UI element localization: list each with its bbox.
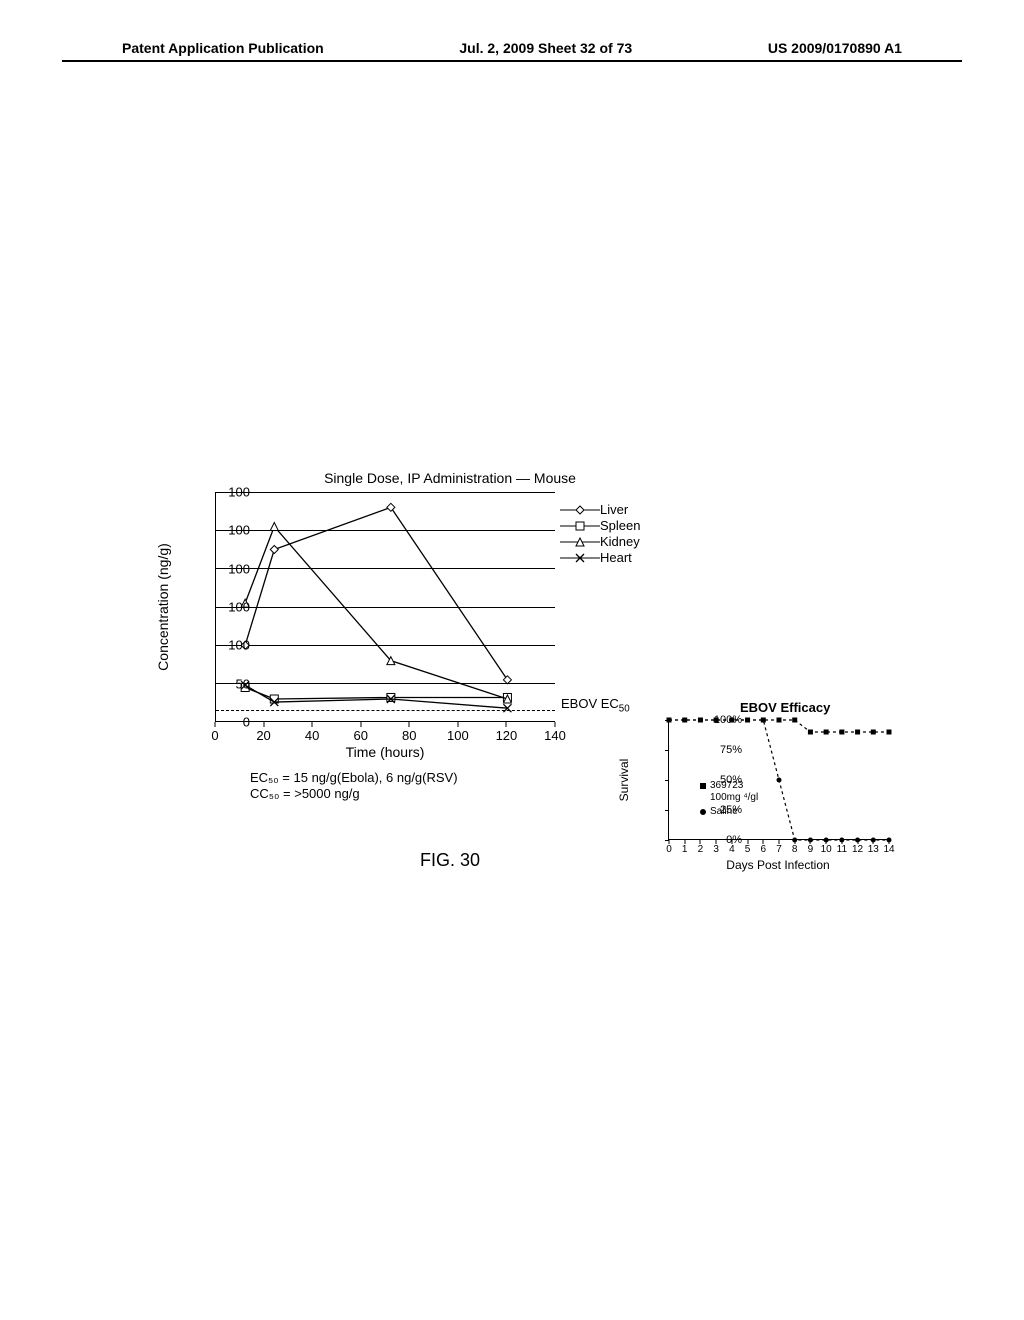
cc50-note: CC₅₀ = >5000 ng/g (250, 786, 360, 801)
main-xlabel: Time (hours) (346, 744, 425, 760)
main-xtick: 40 (305, 728, 319, 743)
square-filled-icon (700, 783, 706, 789)
circle-filled-icon (700, 809, 706, 815)
main-xtick: 0 (211, 728, 218, 743)
x-icon (560, 552, 600, 564)
main-xtick: 20 (256, 728, 270, 743)
legend-label: Spleen (600, 518, 640, 533)
survival-ylabel: Survival (617, 759, 631, 802)
surv-xtick: 9 (808, 844, 814, 855)
legend-row-heart: Heart (560, 550, 640, 565)
surv-xtick: 7 (776, 844, 782, 855)
header-center: Jul. 2, 2009 Sheet 32 of 73 (459, 40, 632, 56)
legend-dose: 100mg ⁴/gl (710, 792, 758, 804)
page-header: Patent Application Publication Jul. 2, 2… (62, 40, 962, 62)
surv-xtick: 11 (837, 844, 847, 855)
triangle-icon (560, 536, 600, 548)
main-xtick: 80 (402, 728, 416, 743)
survival-title: EBOV Efficacy (740, 700, 830, 715)
legend-label: Liver (600, 502, 628, 517)
legend-369723: 369723 (710, 780, 743, 792)
figure-label: FIG. 30 (420, 850, 480, 871)
main-ytick: 100 (214, 523, 250, 538)
survival-xlabel: Days Post Infection (726, 858, 829, 872)
surv-xtick: 1 (682, 844, 688, 855)
main-plot-area (215, 492, 555, 722)
surv-xtick: 13 (868, 844, 879, 855)
main-xtick: 60 (353, 728, 367, 743)
main-ytick: 50 (214, 676, 250, 691)
header-left: Patent Application Publication (122, 40, 324, 56)
main-ytick: 0 (214, 715, 250, 730)
main-ytick: 100 (214, 600, 250, 615)
surv-ytick: 75% (700, 744, 742, 756)
legend-row-spleen: Spleen (560, 518, 640, 533)
surv-xtick: 6 (761, 844, 767, 855)
surv-ytick: 100% (700, 714, 742, 726)
surv-xtick: 8 (792, 844, 798, 855)
main-xtick: 140 (544, 728, 566, 743)
main-series-svg (216, 492, 556, 722)
legend-label: Kidney (600, 534, 640, 549)
ec50-note: EC₅₀ = 15 ng/g(Ebola), 6 ng/g(RSV) (250, 770, 458, 785)
survival-chart: EBOV Efficacy Survival Days Post Infecti… (620, 710, 920, 910)
legend-saline: Saline (710, 806, 738, 818)
figure-area: Single Dose, IP Administration — Mouse C… (120, 470, 920, 950)
square-icon (560, 520, 600, 532)
main-ytick: 100 (214, 485, 250, 500)
main-xtick: 100 (447, 728, 469, 743)
main-ytick: 100 (214, 638, 250, 653)
surv-ytick: 0% (700, 834, 742, 846)
surv-xtick: 12 (852, 844, 863, 855)
surv-xtick: 0 (666, 844, 672, 855)
main-ylabel: Concentration (ng/g) (155, 543, 171, 671)
legend-label: Heart (600, 550, 632, 565)
header-right: US 2009/0170890 A1 (768, 40, 902, 56)
main-chart-title: Single Dose, IP Administration — Mouse (260, 470, 640, 486)
surv-xtick: 5 (745, 844, 751, 855)
legend-row-kidney: Kidney (560, 534, 640, 549)
diamond-icon (560, 504, 600, 516)
survival-legend: 369723 100mg ⁴/gl Saline (700, 780, 758, 818)
main-xtick: 120 (496, 728, 518, 743)
surv-xtick: 14 (883, 844, 894, 855)
legend-row-liver: Liver (560, 502, 640, 517)
main-chart: Concentration (ng/g) Time (hours) 050100… (175, 492, 555, 752)
main-ytick: 100 (214, 561, 250, 576)
main-legend: Liver Spleen Kidney Heart (560, 502, 640, 566)
surv-xtick: 10 (821, 844, 832, 855)
